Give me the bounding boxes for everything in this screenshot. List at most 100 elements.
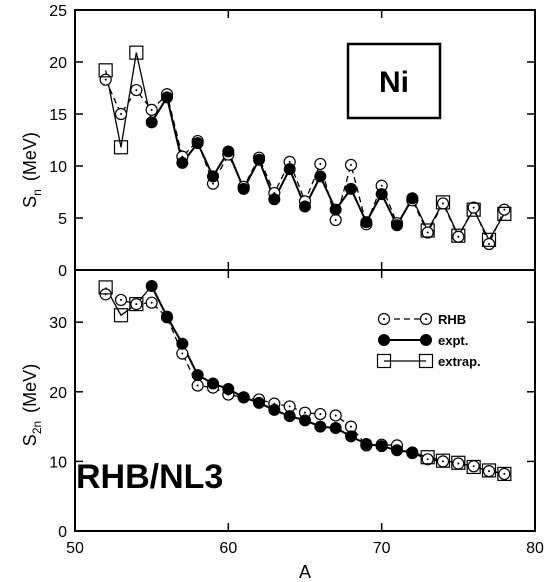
top-expt-point: [329, 203, 342, 216]
bottom-expt-point: [299, 414, 311, 427]
bottom-ytick-label: 10: [49, 454, 67, 471]
top-rhb-point-dot: [212, 182, 214, 185]
bottom-extrap-point: [98, 280, 113, 295]
bottom-panel-frame: [74, 269, 536, 532]
top-expt-point: [391, 219, 403, 232]
top-extrap-point: [481, 232, 497, 247]
bottom-expt-point: [360, 438, 373, 450]
top-rhb-point-dot: [319, 162, 322, 165]
top-expt-point: [360, 216, 373, 229]
legend-rhb-marker-dot: [425, 318, 427, 320]
bottom-rhb-point-dot: [442, 460, 444, 463]
bottom-ylabel-unit: (MeV): [20, 364, 40, 413]
bottom-ytick-label: 30: [49, 315, 67, 332]
bottom-rhb-point-dot: [350, 425, 352, 428]
top-ytick-label: 25: [49, 3, 67, 20]
top-extrap-point: [129, 45, 144, 60]
xtick-label: 70: [373, 540, 391, 557]
top-ylabel-unit: (MeV): [20, 132, 40, 181]
top-ytick-label: 15: [49, 107, 67, 124]
bottom-rhb-point-dot: [319, 413, 322, 416]
bottom-ylabel-sub: 2n: [30, 421, 44, 434]
top-rhb-point-dot: [135, 89, 138, 92]
bottom-rhb-point-dot: [135, 303, 138, 306]
top-expt-point: [299, 200, 311, 213]
bottom-rhb-point-dot: [488, 470, 490, 473]
top-ytick-label: 10: [49, 159, 67, 176]
legend-expt-marker: [420, 334, 432, 346]
bottom-extrap-point: [481, 463, 497, 478]
top-expt-point: [253, 153, 265, 166]
bottom-expt-point: [268, 403, 281, 416]
legend-rhb-marker-dot: [383, 318, 385, 320]
top-rhb-point-dot: [334, 219, 337, 222]
bottom-expt-line: [150, 285, 413, 454]
top-expt-point: [191, 137, 204, 150]
bottom-expt-point: [329, 421, 342, 434]
bottom-extrap-point: [497, 466, 512, 482]
bottom-expt-point: [207, 377, 219, 390]
bottom-rhb-point-dot: [288, 405, 291, 408]
bottom-expt-point: [237, 391, 250, 404]
bottom-expt-point: [176, 337, 189, 350]
top-rhb-point-dot: [503, 208, 506, 211]
axis-ticks: 0 5 10 15 20 25 0 10 20 30 50 60 70 80: [49, 3, 544, 557]
legend-extrap-marker: [376, 353, 392, 369]
bottom-expt-point: [314, 420, 327, 433]
bottom-rhb-point-dot: [196, 384, 199, 387]
bottom-rhb-point-dot: [472, 465, 475, 468]
legend-rhb-label: RHB: [438, 312, 466, 327]
panel-frames: [74, 9, 536, 532]
bottom-expt-point: [391, 444, 403, 457]
legend-extrap-label: extrap.: [438, 354, 481, 369]
x-axis-title: A: [299, 562, 311, 582]
xtick-label: 80: [526, 540, 544, 557]
top-rhb-line: [105, 79, 505, 246]
bottom-expt-point: [161, 310, 173, 323]
bottom-extrap-point: [113, 308, 129, 323]
top-extrap-point: [98, 63, 113, 78]
top-expt-point: [207, 170, 219, 183]
top-rhb-point-dot: [426, 231, 429, 234]
bottom-rhb-point-dot: [120, 298, 122, 301]
top-expt-point: [237, 182, 250, 195]
top-expt-point: [314, 170, 327, 183]
bottom-extrap-point: [451, 455, 466, 470]
top-expt-point: [345, 182, 357, 195]
bottom-expt-point: [345, 430, 357, 443]
bottom-ylabel-main: S: [20, 434, 40, 446]
top-rhb-point-dot: [380, 184, 383, 187]
bottom-extrap-point: [466, 459, 481, 475]
xtick-label: 60: [219, 540, 237, 557]
bottom-expt-point: [191, 369, 204, 382]
top-expt-point: [406, 192, 419, 205]
bottom-rhb-point-dot: [334, 414, 337, 417]
top-expt-point: [283, 163, 296, 176]
bottom-ylabel: S2n (MeV): [20, 364, 44, 446]
element-label: Ni: [379, 66, 409, 99]
top-panel-frame: [74, 9, 536, 271]
top-rhb-point-dot: [488, 243, 490, 245]
bottom-rhb-point-dot: [503, 472, 506, 475]
top-extrap-point: [113, 140, 129, 155]
top-ytick-label: 5: [58, 211, 67, 228]
xtick-label: 50: [66, 540, 84, 557]
top-rhb-point-dot: [457, 235, 460, 238]
legend-expt-marker: [378, 334, 390, 346]
top-rhb-point-dot: [104, 78, 107, 81]
top-expt-point: [375, 188, 388, 201]
top-ylabel: Sn (MeV): [20, 132, 44, 208]
top-ylabel-main: S: [20, 196, 40, 208]
bottom-rhb-point-dot: [304, 411, 306, 414]
bottom-rhb-point-dot: [426, 458, 429, 461]
bottom-extrap-point: [435, 453, 451, 468]
top-expt-point: [268, 193, 281, 206]
bottom-ytick-label: 0: [58, 524, 67, 541]
bottom-extrap-line: [105, 285, 153, 317]
bottom-expt-point: [375, 440, 388, 453]
top-rhb-point-dot: [120, 113, 122, 115]
legend-extrap-marker: [418, 353, 434, 369]
bottom-extrap-point: [129, 297, 144, 312]
top-ytick-label: 20: [49, 55, 67, 72]
bottom-ytick-label: 20: [49, 385, 67, 402]
